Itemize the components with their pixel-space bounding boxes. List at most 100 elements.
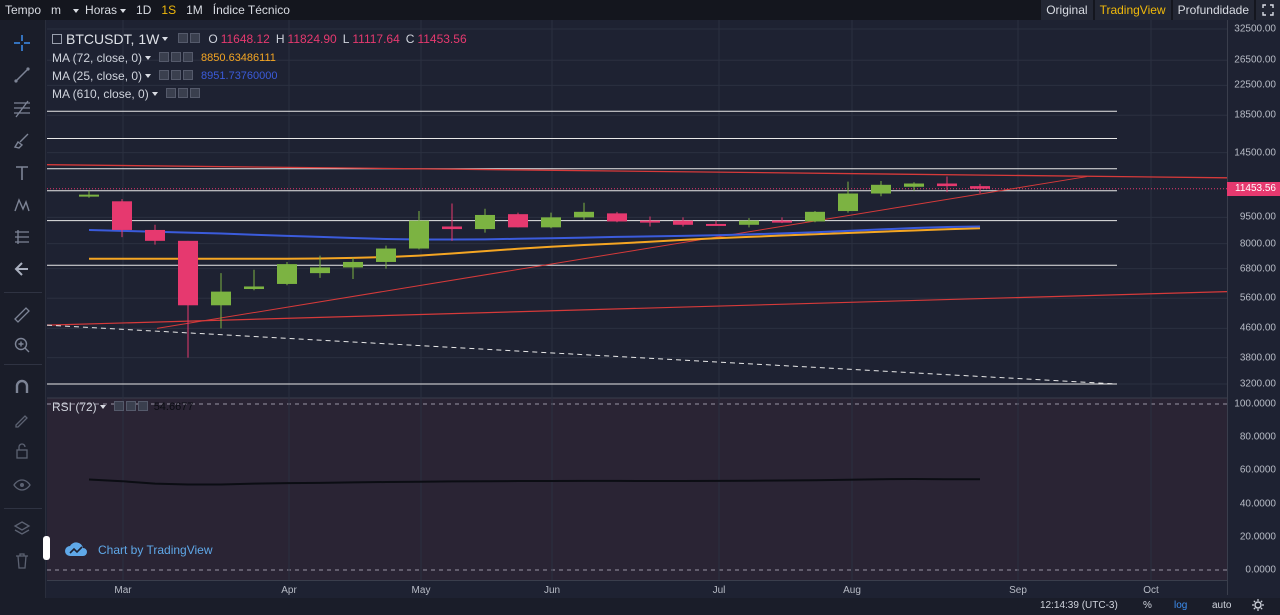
rsi-tick-label: 60.0000 (1239, 464, 1276, 476)
symbol-title[interactable]: BTCUSDT, 1W (66, 31, 160, 47)
back-arrow-icon[interactable] (9, 256, 35, 282)
candle-body (211, 291, 231, 306)
gear-icon[interactable] (125, 401, 136, 411)
price-tick-label: 3200.00 (1239, 378, 1276, 390)
layers-icon[interactable] (9, 516, 35, 542)
prediction-tool-icon[interactable] (9, 224, 35, 250)
interval-select[interactable]: m (46, 0, 80, 20)
trash-icon[interactable] (9, 548, 35, 574)
timeframe-1s-button[interactable]: 1S (161, 3, 177, 17)
pane-resize-handle[interactable] (43, 536, 50, 560)
time-tick-label: Jul (712, 585, 726, 596)
price-tick-label: 22500.00 (1234, 79, 1276, 91)
close-label: C (405, 32, 415, 46)
trend-line-icon[interactable] (9, 62, 35, 88)
settings-gear-icon[interactable] (1252, 599, 1264, 614)
text-tool-icon[interactable] (9, 160, 35, 186)
candle-body (343, 261, 363, 268)
magnet-icon[interactable] (9, 374, 35, 400)
symbol-toggle-icon[interactable] (52, 34, 62, 44)
indicators-button[interactable]: Índice Técnico (212, 3, 290, 17)
candle-body (970, 186, 990, 189)
depth-view-button[interactable]: Profundidade (1172, 0, 1254, 20)
trend-line-upper (47, 164, 1227, 179)
chevron-down-icon[interactable] (145, 56, 152, 60)
time-tick-label: Sep (1009, 585, 1027, 596)
chevron-down-icon[interactable] (162, 37, 169, 41)
candle-body (508, 214, 528, 228)
ma25-label[interactable]: MA (25, close, 0) (52, 69, 143, 83)
stay-drawing-icon[interactable] (9, 406, 35, 432)
candle-body (376, 248, 396, 262)
chevron-down-icon[interactable] (151, 92, 158, 96)
price-tick-label: 5600.00 (1239, 292, 1276, 304)
ma72-line (89, 227, 981, 260)
rsi-label[interactable]: RSI (72) (52, 400, 97, 414)
percent-toggle[interactable]: % (1143, 600, 1152, 611)
timeframe-1m-button[interactable]: 1M (186, 3, 203, 17)
dashed-support-line (47, 324, 1118, 385)
crosshair-icon[interactable] (9, 30, 35, 56)
gear-icon[interactable] (177, 88, 188, 98)
candle-body (79, 194, 99, 197)
zoom-in-icon[interactable] (9, 332, 35, 358)
close-icon[interactable] (137, 401, 148, 411)
time-axis[interactable]: Mar Apr May Jun Jul Aug Sep Oct (47, 580, 1227, 598)
trend-line-rising (156, 176, 1088, 329)
candle-body (178, 240, 198, 306)
auto-toggle[interactable]: auto (1212, 600, 1232, 611)
legend-buttons (178, 32, 202, 46)
fib-tool-icon[interactable] (9, 96, 35, 122)
chart-pane[interactable] (47, 20, 1227, 595)
rsi-legend: RSI (72) 54.6677 (52, 400, 193, 414)
ma72-label[interactable]: MA (72, close, 0) (52, 51, 143, 65)
gear-icon[interactable] (171, 70, 182, 80)
hours-select[interactable]: Horas (80, 0, 131, 20)
price-tick-label: 6800.00 (1239, 263, 1276, 275)
time-tick-label: Apr (281, 585, 297, 596)
eye-icon[interactable] (165, 88, 176, 98)
rsi-pane-background (47, 398, 1227, 580)
clock: 12:14:39 (UTC-3) (1040, 600, 1118, 611)
brush-icon[interactable] (9, 128, 35, 154)
chevron-down-icon (73, 8, 80, 13)
candle-body (673, 220, 693, 225)
lock-icon[interactable] (9, 438, 35, 464)
candle-body (112, 201, 132, 230)
settings-icon[interactable] (178, 33, 189, 43)
close-icon[interactable] (183, 70, 194, 80)
price-tick-label: 9500.00 (1239, 211, 1276, 223)
gear-icon[interactable] (171, 52, 182, 62)
tradingview-view-button[interactable]: TradingView (1094, 0, 1171, 20)
time-tick-label: Jun (543, 585, 561, 596)
original-view-button[interactable]: Original (1041, 0, 1093, 20)
timeframe-1d-button[interactable]: 1D (136, 3, 152, 17)
rsi-tick-label: 100.0000 (1234, 398, 1276, 410)
candle-body (310, 267, 330, 274)
close-icon[interactable] (189, 88, 200, 98)
fullscreen-icon[interactable] (1256, 0, 1280, 20)
legend-buttons (113, 400, 150, 414)
pattern-tool-icon[interactable] (9, 192, 35, 218)
eye-icon[interactable] (159, 70, 170, 80)
candle-body (904, 183, 924, 187)
price-tick-label: 14500.00 (1234, 147, 1276, 159)
rsi-tick-label: 20.0000 (1239, 531, 1276, 543)
price-tick-label: 4600.00 (1239, 322, 1276, 334)
eye-icon[interactable] (159, 52, 170, 62)
log-toggle[interactable]: log (1174, 600, 1188, 611)
ma610-label[interactable]: MA (610, close, 0) (52, 87, 149, 101)
price-tick-label: 18500.00 (1234, 109, 1276, 121)
price-axis[interactable]: 32500.00 26500.00 22500.00 18500.00 14500.00… (1227, 20, 1280, 595)
ruler-icon[interactable] (9, 302, 35, 328)
candle-body (838, 193, 858, 212)
price-chart-svg[interactable] (47, 20, 1227, 595)
eye-icon[interactable] (9, 472, 35, 498)
gear-icon[interactable] (190, 33, 201, 43)
eye-icon[interactable] (113, 401, 124, 411)
chevron-down-icon[interactable] (99, 405, 106, 409)
close-icon[interactable] (183, 52, 194, 62)
chevron-down-icon[interactable] (145, 74, 152, 78)
tradingview-watermark[interactable]: Chart by TradingView (64, 542, 213, 558)
